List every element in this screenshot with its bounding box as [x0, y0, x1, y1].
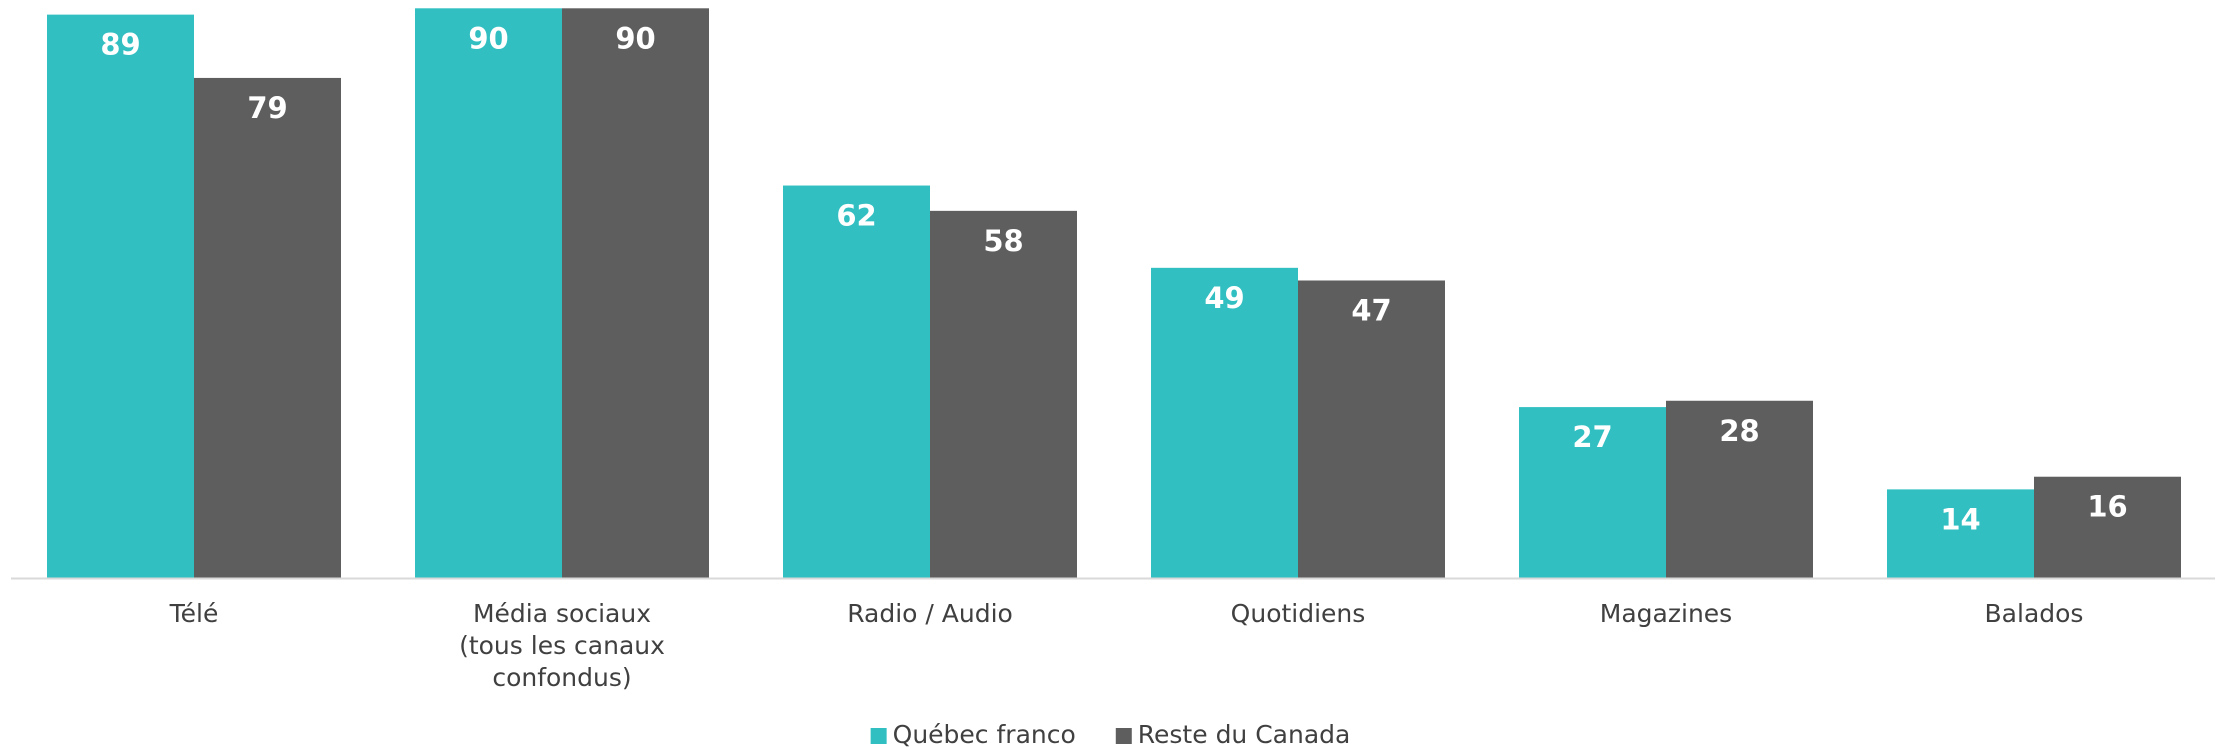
x-tick-label: Radio / Audio — [847, 599, 1013, 628]
legend-swatch — [1115, 728, 1132, 744]
bar — [47, 14, 194, 578]
bar — [783, 185, 930, 579]
legend-swatch — [870, 728, 887, 744]
legend-label: Québec franco — [893, 720, 1076, 749]
bar — [2034, 476, 2181, 578]
bar — [1519, 407, 1666, 578]
bar — [1298, 280, 1445, 578]
x-tick-label: Quotidiens — [1230, 599, 1366, 628]
x-tick-label: Balados — [1984, 599, 2084, 628]
data-label: 62 — [836, 199, 876, 233]
bar — [1666, 400, 1813, 578]
data-label: 58 — [983, 224, 1023, 258]
data-label: 47 — [1351, 293, 1391, 327]
x-tick-label: Magazines — [1599, 599, 1733, 628]
data-label: 49 — [1204, 281, 1244, 315]
data-label: 90 — [468, 21, 508, 55]
data-label: 27 — [1572, 420, 1612, 454]
data-label: 28 — [1719, 414, 1759, 448]
bar — [930, 210, 1077, 579]
x-tick-label: Télé — [169, 599, 219, 628]
legend-label: Reste du Canada — [1138, 720, 1351, 749]
bar — [194, 77, 341, 579]
x-tick-label: Média sociaux (tous les canaux confondus… — [459, 599, 665, 692]
bar — [562, 8, 709, 579]
data-label: 79 — [247, 91, 287, 125]
bar — [1887, 489, 2034, 578]
data-label: 16 — [2087, 490, 2127, 524]
data-label: 89 — [100, 28, 140, 62]
data-label: 14 — [1940, 502, 1980, 536]
bar — [415, 8, 562, 579]
bar — [1151, 267, 1298, 578]
data-label: 90 — [615, 21, 655, 55]
